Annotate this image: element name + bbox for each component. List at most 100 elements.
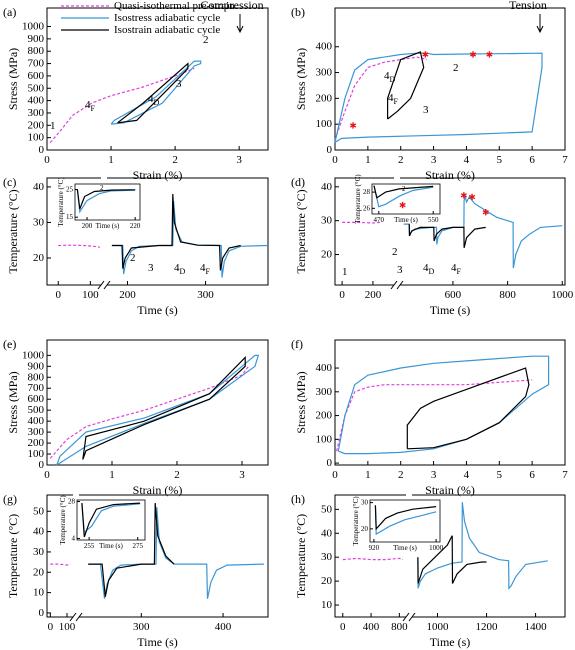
annotation-number: 4	[388, 92, 394, 104]
axis-break-gap	[406, 493, 412, 497]
x-tick-label: 1200	[476, 621, 499, 633]
annotation-subscript: D	[154, 98, 160, 107]
inset-y-label: Temperature (°C)	[352, 496, 360, 546]
y-tick-label: 0	[39, 459, 45, 471]
y-tick-label: 50	[321, 503, 333, 515]
axis-break-mark	[390, 280, 398, 290]
y-tick-label: 30	[321, 215, 333, 227]
plot-frame	[46, 494, 269, 618]
y-tick-label: 200	[28, 119, 45, 131]
x-tick-label: 6	[529, 154, 535, 166]
plot-frame	[334, 7, 566, 151]
x-axis-label: Time (s)	[137, 635, 178, 649]
y-tick-label: 40	[321, 527, 333, 539]
y-tick-label: 0	[327, 144, 333, 156]
y-axis-label: Temperature (°C)	[6, 514, 20, 598]
x-tick-label: 6	[529, 469, 535, 481]
x-tick-label: 2	[398, 154, 404, 166]
annotation: 3	[397, 264, 403, 276]
axis-break-mark	[103, 280, 111, 290]
axis-break-gap	[73, 615, 79, 619]
panel-label: (h)	[291, 492, 305, 506]
x-axis-label: Time (s)	[430, 303, 471, 317]
y-tick-label: 300	[316, 67, 333, 79]
y-tick-label: 1000	[22, 21, 45, 33]
inset-y-label: Temperature (°C)	[57, 177, 65, 227]
axis-break-gap	[394, 176, 400, 180]
axis-break-mark	[408, 612, 416, 622]
annotation: 2	[453, 62, 459, 74]
y-tick-label: 40	[33, 181, 45, 193]
x-tick-label: 0	[48, 621, 54, 633]
x-tick-label: 1	[108, 154, 114, 166]
y-tick-label: 800	[28, 371, 45, 383]
y-tick-label: 700	[28, 58, 45, 70]
annotation: 4F	[85, 99, 96, 113]
annotation: 4D	[148, 93, 160, 107]
x-tick-label: 400	[215, 621, 232, 633]
x-tick-label: 800	[499, 289, 516, 301]
inset-x-label: Time (s)	[99, 542, 123, 550]
x-tick-label: 200	[365, 289, 382, 301]
x-tick-label: 400	[363, 621, 380, 633]
axis-break-mark	[402, 612, 410, 622]
header-annotation: Tension	[509, 0, 547, 12]
legend-label: Isostrain adiabatic cycle	[114, 24, 220, 36]
inset-y-tick-label: 30	[361, 499, 369, 507]
x-tick-label: 100	[59, 621, 76, 633]
x-tick-label: 300	[133, 621, 150, 633]
y-tick-label: 100	[28, 132, 45, 144]
y-axis-label: Stress (MPa)	[6, 371, 20, 433]
x-tick-label: 2	[174, 469, 180, 481]
annotation: 2	[203, 34, 209, 46]
data-line	[403, 194, 563, 269]
x-tick-label: 0	[55, 289, 61, 301]
y-tick-label: 0	[39, 607, 45, 619]
plot-frame	[46, 7, 269, 151]
legend-label: Isostress adiabatic cycle	[114, 12, 220, 24]
y-tick-label: 100	[316, 118, 333, 130]
axis-break-gap	[73, 493, 79, 497]
y-tick-label: 10	[33, 587, 45, 599]
inset-x-tick-label: 550	[428, 216, 439, 224]
data-line	[111, 201, 269, 278]
y-tick-label: 20	[321, 575, 333, 587]
y-axis-label: Stress (MPa)	[6, 48, 20, 110]
data-line	[417, 535, 487, 584]
panel-label: (e)	[3, 337, 16, 351]
x-tick-label: 300	[197, 289, 214, 301]
y-tick-label: 500	[28, 404, 45, 416]
annotation: 3	[148, 262, 154, 274]
y-axis-label: Temperature (°C)	[294, 189, 308, 273]
x-tick-label: 0	[44, 469, 50, 481]
annotation-subscript: F	[457, 267, 462, 276]
annotation-number: 4	[148, 93, 154, 105]
inset-y-tick-label: 15	[66, 213, 74, 221]
data-line	[76, 189, 136, 210]
y-axis-label: Temperature (°C)	[6, 189, 20, 273]
x-tick-label: 3	[431, 469, 437, 481]
y-tick-label: 400	[28, 95, 45, 107]
annotation: 1	[342, 266, 348, 278]
data-line	[408, 224, 486, 248]
inset-y-tick-label: 26	[363, 204, 371, 212]
data-line	[387, 51, 425, 120]
inset-x-tick-label: 200	[82, 222, 93, 230]
inset-y-tick-label: 20	[361, 525, 369, 533]
x-tick-label: 7	[562, 469, 568, 481]
annotation: 4D	[423, 262, 435, 276]
x-axis-label: Time (s)	[137, 303, 178, 317]
y-axis-label: Stress (MPa)	[294, 48, 308, 110]
y-tick-label: 700	[28, 382, 45, 394]
panel-label: (d)	[291, 175, 305, 189]
x-tick-label: 800	[391, 621, 408, 633]
asterisk-marker	[486, 51, 493, 58]
y-tick-label: 1000	[22, 349, 45, 361]
x-tick-label: 0	[44, 154, 50, 166]
annotation: 1	[50, 120, 56, 132]
inset-x-tick-label: 275	[132, 542, 143, 550]
asterisk-marker	[460, 192, 467, 199]
inset-x-tick-label: 470	[374, 216, 385, 224]
annotation-subscript: D	[390, 75, 396, 84]
